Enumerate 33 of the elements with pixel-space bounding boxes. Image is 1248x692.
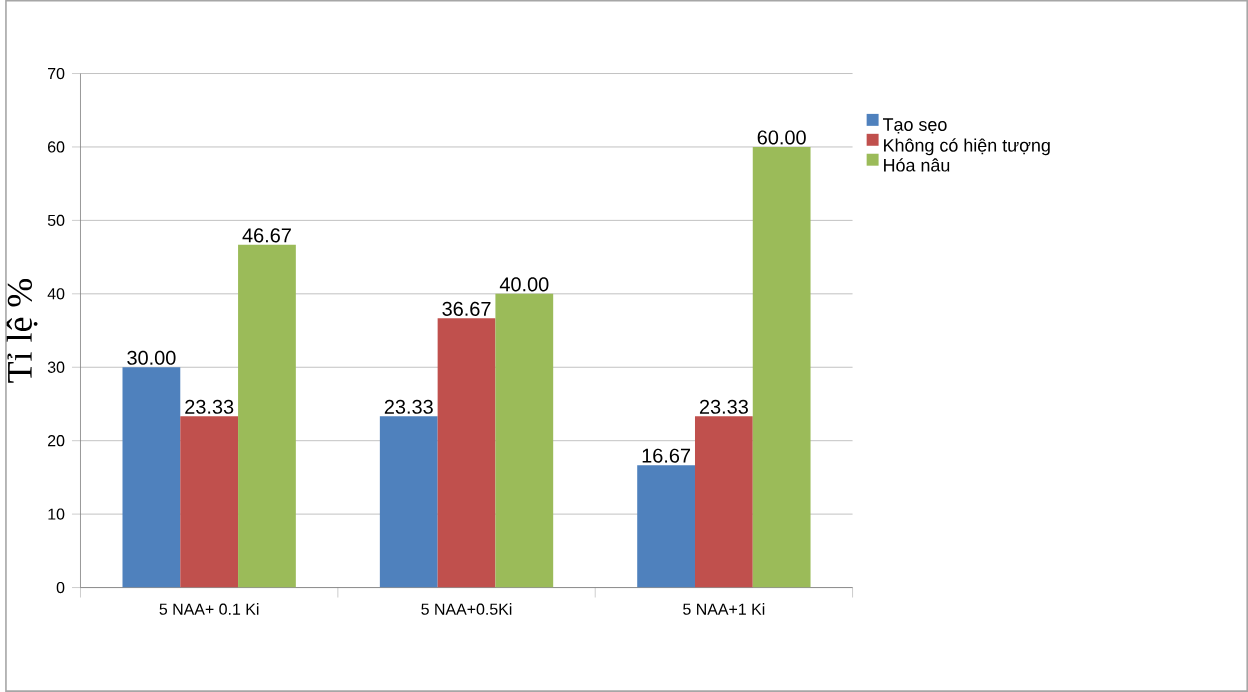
data-label: 46.67 <box>242 228 291 243</box>
y-tick-label: 70 <box>48 67 65 80</box>
bar <box>694 416 753 588</box>
x-tick-label: 5 NAA+0.5Ki <box>421 603 512 615</box>
bar <box>752 146 811 588</box>
x-tick-label: 5 NAA+ 0.1 Ki <box>159 603 259 615</box>
legend-label: Không có hiện tượng <box>884 138 1050 156</box>
legend-label: Tạo sẹo <box>882 118 947 134</box>
y-tick-label: 30 <box>47 361 65 373</box>
data-label: 16.67 <box>642 448 691 463</box>
y-tick-label: 40 <box>47 288 65 300</box>
y-axis-title: Tỉ lệ % <box>6 278 38 383</box>
bar <box>180 416 239 588</box>
bar <box>637 465 695 588</box>
legend-label: Hóa nâu <box>884 158 950 172</box>
y-tick-label: 0 <box>56 581 65 594</box>
data-label: 36.67 <box>442 301 491 316</box>
data-label: 60.00 <box>757 130 806 145</box>
data-label: 40.00 <box>499 277 549 292</box>
data-label: 23.33 <box>384 399 433 414</box>
data-label: 23.33 <box>699 399 748 414</box>
bar <box>238 244 296 588</box>
bar <box>495 293 554 588</box>
data-label: 30.00 <box>127 350 176 365</box>
y-tick-label: 60 <box>48 141 65 153</box>
bar <box>437 318 496 588</box>
y-tick-label: 20 <box>48 435 65 447</box>
x-tick-label: 5 NAA+1 Ki <box>683 603 765 615</box>
y-tick-label: 10 <box>48 508 65 520</box>
bar <box>379 416 438 588</box>
bar <box>122 367 181 588</box>
y-tick-label: 50 <box>47 214 65 227</box>
data-label: 23.33 <box>185 399 234 414</box>
